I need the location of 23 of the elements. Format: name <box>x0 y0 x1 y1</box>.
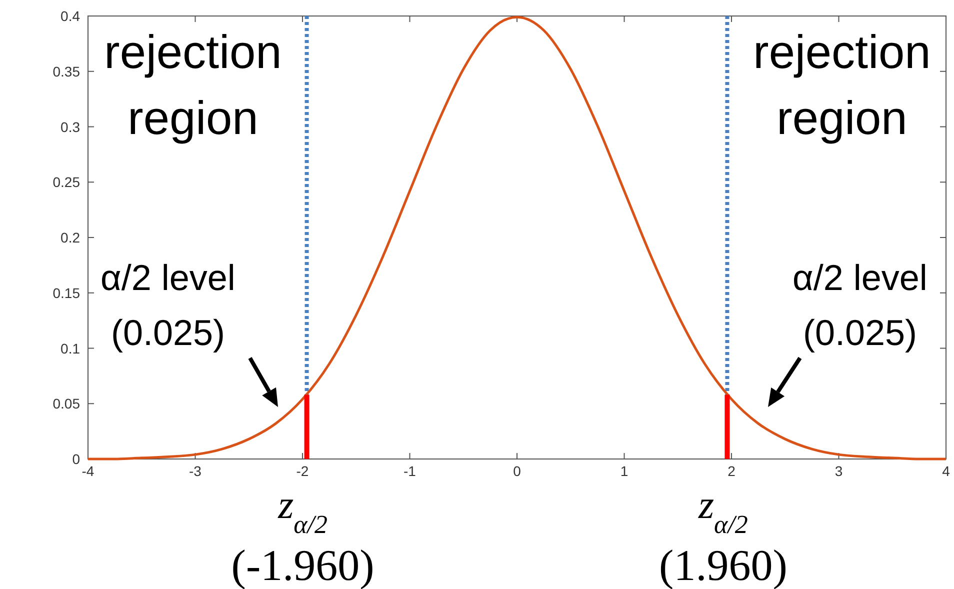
x-tick-label: -2 <box>296 463 309 479</box>
x-tick-label: 3 <box>834 463 843 479</box>
y-tick-label: 0.1 <box>60 340 80 356</box>
annotation: α/2 level (0.025) <box>100 257 236 353</box>
x-tick-label: 1 <box>620 463 628 479</box>
y-tick-label: 0.35 <box>52 63 80 80</box>
x-tick-label: 2 <box>728 463 736 479</box>
y-tick-label: 0 <box>72 451 80 467</box>
annotation: rejection region <box>753 25 931 144</box>
x-tick-label: 0 <box>513 463 522 479</box>
y-tick-label: 0.2 <box>60 230 80 246</box>
x-tick-label: -4 <box>82 463 94 479</box>
y-tick-label: 0.15 <box>52 284 80 301</box>
y-tick-label: 0.4 <box>60 8 80 24</box>
line-series <box>86 16 948 460</box>
x-tick-label: -1 <box>404 463 416 479</box>
y-tick-label: 0.3 <box>60 118 80 135</box>
x-tick-label: 4 <box>942 463 950 479</box>
annotation: rejection region <box>104 25 282 144</box>
y-tick-label: 0.05 <box>52 396 80 412</box>
y-tick-label: 0.25 <box>52 174 80 190</box>
annotation: α/2 level (0.025) <box>792 257 928 353</box>
x-tick-label: -3 <box>189 463 202 479</box>
